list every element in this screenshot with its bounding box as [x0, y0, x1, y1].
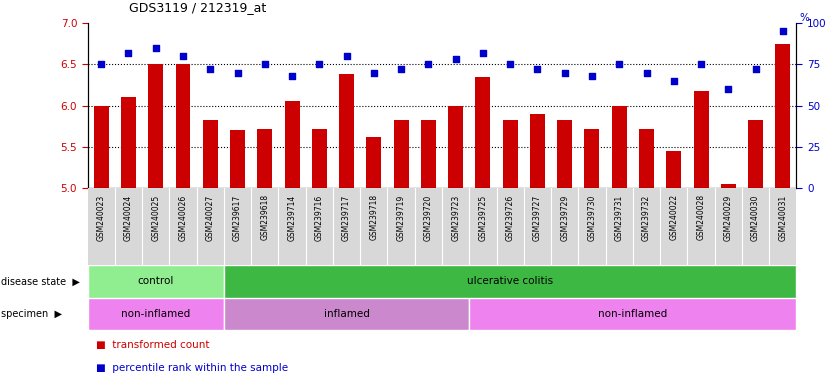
Bar	[530, 114, 545, 188]
Text: GSM239719: GSM239719	[397, 194, 405, 240]
Point	[313, 61, 326, 68]
Bar	[312, 129, 327, 188]
Text: GSM240025: GSM240025	[151, 194, 160, 240]
Text: control: control	[138, 276, 174, 286]
Point	[558, 70, 571, 76]
Text: GSM239732: GSM239732	[642, 194, 651, 240]
Bar	[470, 298, 796, 330]
Bar	[224, 265, 796, 298]
Bar	[776, 44, 791, 188]
Text: GSM239729: GSM239729	[560, 194, 570, 240]
Text: GSM239714: GSM239714	[288, 194, 297, 240]
Text: non-inflamed: non-inflamed	[598, 309, 667, 319]
Text: GSM240022: GSM240022	[669, 194, 678, 240]
Bar	[203, 120, 218, 188]
Text: GSM239727: GSM239727	[533, 194, 542, 240]
Text: GSM239731: GSM239731	[615, 194, 624, 240]
Text: GSM239716: GSM239716	[314, 194, 324, 240]
Point	[585, 73, 599, 79]
Text: GSM240026: GSM240026	[178, 194, 188, 240]
Text: GSM239730: GSM239730	[587, 194, 596, 241]
Bar	[666, 151, 681, 188]
Text: ulcerative colitis: ulcerative colitis	[467, 276, 553, 286]
Point	[94, 61, 108, 68]
Text: GSM239717: GSM239717	[342, 194, 351, 240]
Bar	[230, 131, 245, 188]
Text: inflamed: inflamed	[324, 309, 369, 319]
Point	[422, 61, 435, 68]
Bar	[224, 298, 470, 330]
Text: GSM240029: GSM240029	[724, 194, 733, 240]
Point	[667, 78, 681, 84]
Text: ■  percentile rank within the sample: ■ percentile rank within the sample	[96, 362, 288, 373]
Bar	[475, 77, 490, 188]
Point	[149, 45, 163, 51]
Point	[122, 50, 135, 56]
Text: ■  transformed count: ■ transformed count	[96, 340, 209, 350]
Bar	[339, 74, 354, 188]
Bar	[721, 184, 736, 188]
Bar	[585, 129, 600, 188]
Bar	[284, 101, 299, 188]
Text: GSM239720: GSM239720	[424, 194, 433, 240]
Text: GSM240031: GSM240031	[778, 194, 787, 240]
Point	[612, 61, 626, 68]
Bar	[366, 137, 381, 188]
Text: GSM239725: GSM239725	[479, 194, 487, 240]
Bar	[258, 129, 272, 188]
Text: GSM239723: GSM239723	[451, 194, 460, 240]
Bar	[448, 106, 463, 188]
Text: specimen  ▶: specimen ▶	[1, 309, 62, 319]
Point	[695, 61, 708, 68]
Bar	[88, 265, 224, 298]
Text: GSM239618: GSM239618	[260, 194, 269, 240]
Text: GSM240024: GSM240024	[124, 194, 133, 240]
Text: GSM240028: GSM240028	[696, 194, 706, 240]
Bar	[748, 120, 763, 188]
Point	[231, 70, 244, 76]
Text: GSM239718: GSM239718	[369, 194, 379, 240]
Point	[449, 56, 462, 63]
Text: %: %	[799, 13, 809, 23]
Bar	[175, 65, 190, 188]
Bar	[121, 98, 136, 188]
Bar	[88, 298, 224, 330]
Text: GSM240030: GSM240030	[751, 194, 760, 241]
Bar	[503, 120, 518, 188]
Bar	[639, 129, 654, 188]
Text: non-inflamed: non-inflamed	[121, 309, 190, 319]
Point	[776, 28, 790, 35]
Text: GDS3119 / 212319_at: GDS3119 / 212319_at	[129, 1, 267, 14]
Point	[285, 73, 299, 79]
Point	[504, 61, 517, 68]
Text: disease state  ▶: disease state ▶	[1, 276, 80, 286]
Point	[749, 66, 762, 72]
Bar	[148, 65, 163, 188]
Text: GSM240023: GSM240023	[97, 194, 106, 240]
Point	[203, 66, 217, 72]
Point	[721, 86, 735, 92]
Bar	[421, 120, 436, 188]
Text: GSM240027: GSM240027	[206, 194, 215, 240]
Point	[476, 50, 490, 56]
Point	[394, 66, 408, 72]
Point	[176, 53, 189, 59]
Bar	[612, 106, 626, 188]
Bar	[557, 120, 572, 188]
Text: GSM239617: GSM239617	[233, 194, 242, 240]
Point	[640, 70, 653, 76]
Point	[367, 70, 380, 76]
Bar	[394, 120, 409, 188]
Bar	[694, 91, 709, 188]
Point	[258, 61, 271, 68]
Bar	[93, 106, 108, 188]
Text: GSM239726: GSM239726	[505, 194, 515, 240]
Point	[340, 53, 354, 59]
Point	[530, 66, 544, 72]
